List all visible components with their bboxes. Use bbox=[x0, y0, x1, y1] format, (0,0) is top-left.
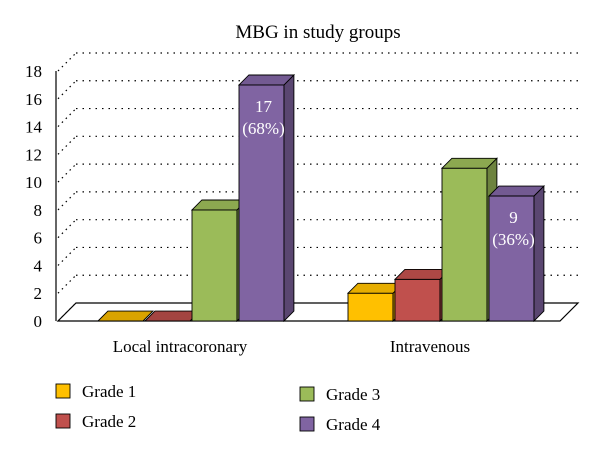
axis-layer: 0 2 4 6 8 10 12 14 16 18 Local intracoronary Intrav… bbox=[25, 62, 470, 356]
legend-item: Grade 2 bbox=[55, 412, 136, 431]
y-tick-label: 4 bbox=[34, 256, 43, 275]
bar-front bbox=[238, 84, 285, 322]
bar-front bbox=[347, 292, 394, 322]
wall-gridline bbox=[57, 108, 77, 127]
bar-side bbox=[533, 185, 545, 323]
y-tick-label: 16 bbox=[25, 90, 42, 109]
legend: Grade 1 Grade 2 Grade 3 Grade 4 bbox=[55, 382, 381, 434]
wall-gridline bbox=[57, 191, 77, 211]
wall-gridline bbox=[57, 52, 77, 72]
data-label: (68%) bbox=[242, 119, 284, 138]
bar bbox=[96, 310, 154, 322]
y-tick-label: 10 bbox=[25, 173, 42, 192]
legend-label: Grade 3 bbox=[326, 385, 380, 404]
wall-gridline bbox=[57, 219, 77, 239]
bar-front bbox=[394, 278, 441, 322]
bar-top bbox=[237, 74, 295, 86]
bar-side bbox=[283, 73, 295, 323]
label-layer: 17 (68%) 9 (36%) bbox=[242, 97, 534, 249]
legend-swatch bbox=[299, 416, 315, 432]
bar-front bbox=[191, 209, 238, 322]
y-tick-label: 2 bbox=[34, 284, 43, 303]
y-tick-label: 18 bbox=[25, 62, 42, 81]
y-tick-label: 8 bbox=[34, 201, 43, 220]
legend-label: Grade 2 bbox=[82, 412, 136, 431]
data-label: 9 bbox=[509, 208, 518, 227]
y-tick-label: 0 bbox=[34, 312, 43, 331]
legend-swatch bbox=[299, 386, 315, 402]
bar-layer bbox=[96, 73, 545, 323]
data-label: 17 bbox=[255, 97, 273, 116]
legend-label: Grade 4 bbox=[326, 415, 381, 434]
bar bbox=[487, 185, 545, 323]
wall-gridline bbox=[57, 247, 77, 266]
bar-top bbox=[487, 185, 545, 197]
legend-item: Grade 1 bbox=[55, 382, 136, 401]
wall-gridline bbox=[57, 135, 77, 155]
bar-front bbox=[441, 167, 488, 322]
legend-swatch bbox=[55, 383, 71, 399]
bar bbox=[237, 73, 295, 323]
legend-label: Grade 1 bbox=[82, 382, 136, 401]
data-label: (36%) bbox=[492, 230, 534, 249]
bar-top bbox=[440, 157, 498, 169]
legend-item: Grade 4 bbox=[299, 415, 381, 434]
x-category-label: Intravenous bbox=[390, 337, 470, 356]
wall-gridline bbox=[57, 274, 77, 294]
wall-gridline bbox=[57, 80, 77, 100]
y-tick-label: 6 bbox=[34, 229, 43, 248]
chart-title: MBG in study groups bbox=[235, 22, 400, 43]
wall-gridline bbox=[57, 163, 77, 183]
legend-swatch bbox=[55, 413, 71, 429]
x-category-label: Local intracoronary bbox=[113, 337, 248, 356]
legend-item: Grade 3 bbox=[299, 385, 380, 404]
bar-front bbox=[488, 195, 535, 322]
y-tick-label: 14 bbox=[25, 118, 43, 137]
y-tick-label: 12 bbox=[25, 145, 42, 164]
bar-top bbox=[96, 310, 154, 322]
